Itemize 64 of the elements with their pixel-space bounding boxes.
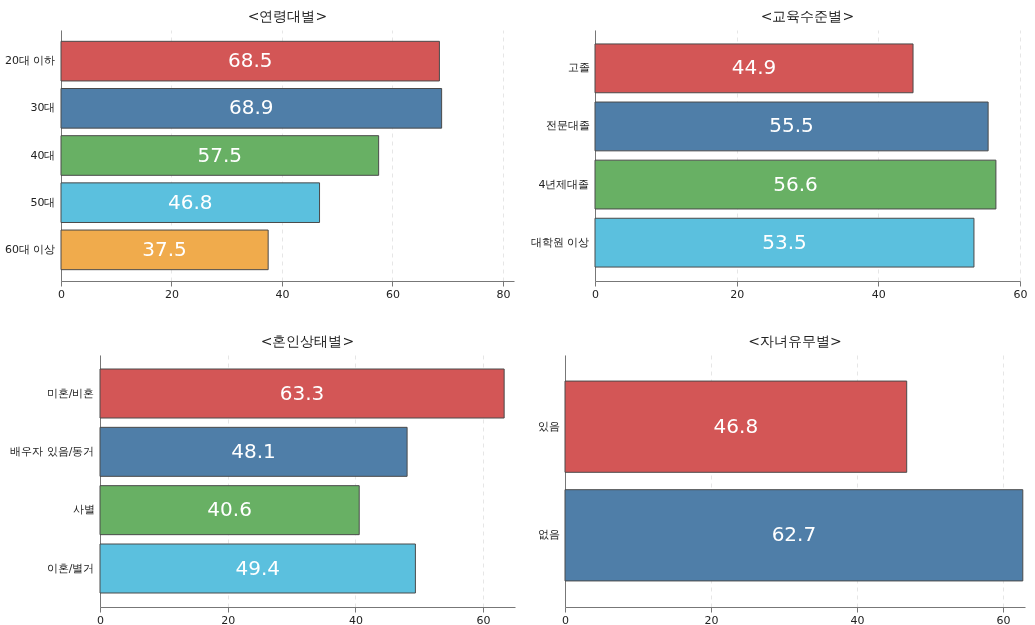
x-tick-label: 40 <box>348 613 363 625</box>
data-label: 68.5 <box>227 48 273 73</box>
bar <box>594 101 989 152</box>
y-tick-label: 있음 <box>537 419 560 433</box>
bar <box>60 229 269 271</box>
x-tick-label: 60 <box>996 613 1011 625</box>
data-label: 55.5 <box>769 113 814 138</box>
data-label: 46.8 <box>168 189 213 214</box>
data-label: 40.6 <box>207 497 252 522</box>
x-tick-label: 0 <box>97 613 104 625</box>
data-label: 37.5 <box>142 236 187 261</box>
data-label: 62.7 <box>771 522 817 547</box>
chart-title: <연령대별> <box>247 8 328 24</box>
bar <box>60 135 380 176</box>
x-tick-label: 60 <box>385 287 400 301</box>
y-tick-label: 20대 이하 <box>5 54 56 68</box>
chart-title: <자녀유무별> <box>748 333 842 349</box>
y-tick-label: 이혼/별거 <box>46 561 95 575</box>
bar <box>594 159 997 210</box>
y-tick-label: 미혼/비혼 <box>46 386 95 400</box>
data-label: 46.8 <box>713 413 759 438</box>
chart-title: <혼인상태별> <box>260 333 355 349</box>
x-tick-label: 0 <box>562 613 569 625</box>
data-label: 53.5 <box>762 229 807 254</box>
data-label: 68.9 <box>229 95 274 120</box>
chart-title: <교육수준별> <box>760 8 855 24</box>
x-tick-label: 60 <box>476 613 491 625</box>
y-tick-label: 없음 <box>537 528 560 542</box>
y-tick-label: 4년제대졸 <box>538 177 590 191</box>
x-tick-label: 0 <box>592 287 599 301</box>
bar <box>99 543 416 594</box>
y-tick-label: 40대 <box>30 148 56 162</box>
x-tick-label: 20 <box>704 613 719 625</box>
x-tick-label: 40 <box>275 287 290 301</box>
data-label: 56.6 <box>773 171 818 196</box>
y-tick-label: 사별 <box>72 503 95 517</box>
x-tick-label: 20 <box>730 287 745 301</box>
x-tick-label: 0 <box>58 287 65 301</box>
bar <box>99 485 360 536</box>
bar <box>99 426 408 477</box>
bar <box>60 182 321 223</box>
data-label: 49.4 <box>235 555 280 580</box>
y-tick-label: 30대 <box>30 101 56 115</box>
x-tick-label: 60 <box>1013 287 1028 301</box>
x-tick-label: 80 <box>496 287 511 301</box>
bar <box>60 40 440 82</box>
data-label: 48.1 <box>231 438 276 463</box>
data-label: 44.9 <box>731 55 777 80</box>
data-label: 57.5 <box>197 142 243 167</box>
y-tick-label: 대학원 이상 <box>531 235 590 249</box>
bar <box>99 368 505 419</box>
y-tick-label: 전문대졸 <box>545 119 590 133</box>
bar <box>60 88 443 129</box>
y-tick-label: 50대 <box>30 195 56 209</box>
x-tick-label: 20 <box>164 287 179 301</box>
x-tick-label: 20 <box>221 613 236 625</box>
bar <box>594 43 914 94</box>
y-tick-label: 배우자 있음/동거 <box>10 444 95 458</box>
y-tick-label: 고졸 <box>567 61 590 75</box>
x-tick-label: 40 <box>871 287 886 301</box>
bar <box>594 217 975 268</box>
y-tick-label: 60대 이상 <box>5 242 56 256</box>
data-label: 63.3 <box>279 380 325 405</box>
x-tick-label: 40 <box>850 613 865 625</box>
